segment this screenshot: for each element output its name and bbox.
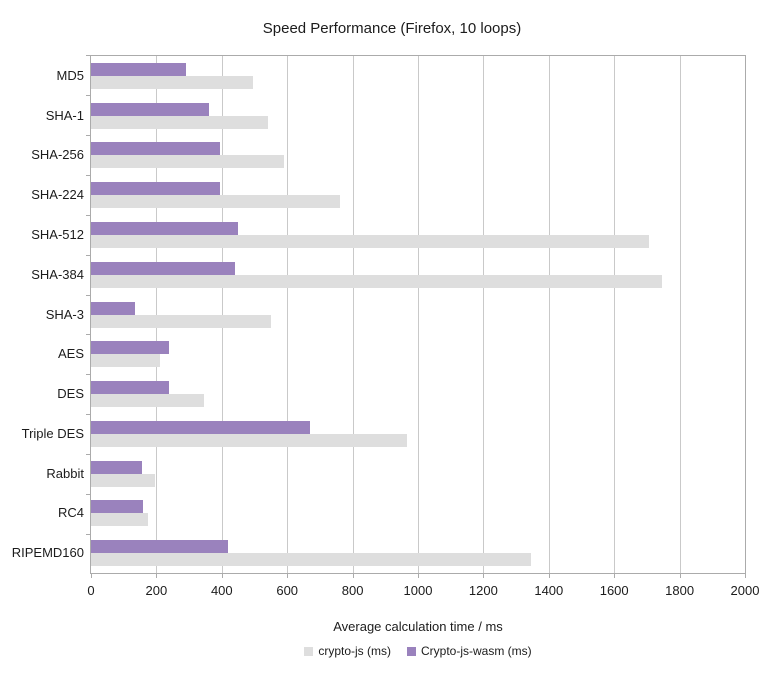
bar-sha-512-crypto-js-wasm-ms — [91, 221, 239, 235]
y-axis-tick — [86, 494, 90, 496]
x-axis-tick-1600 — [614, 574, 616, 578]
y-axis-tick — [86, 134, 90, 136]
gridline-x-1400 — [548, 56, 550, 573]
category-label-sha-1: SHA-1 — [45, 107, 84, 123]
category-label-md5: MD5 — [56, 67, 84, 83]
y-axis-tick — [86, 534, 90, 536]
bar-sha-3-crypto-js-wasm-ms — [91, 301, 136, 315]
bar-rc4-crypto-js-wasm-ms — [91, 500, 144, 514]
bar-ripemd160-crypto-js-wasm-ms — [91, 540, 229, 554]
x-axis-tick-1000 — [418, 574, 419, 578]
bar-md5-crypto-js-wasm-ms — [91, 62, 186, 76]
bar-aes-crypto-js-wasm-ms — [91, 341, 170, 355]
x-axis-tick-1200 — [483, 574, 485, 578]
category-label-sha-256: SHA-256 — [31, 147, 84, 163]
x-axis-title: Average calculation time / ms — [333, 619, 503, 634]
y-axis-tick — [86, 334, 90, 336]
y-axis-tick — [86, 55, 90, 56]
bar-sha-256-crypto-js-ms — [91, 155, 284, 169]
x-tick-label-0: 0 — [87, 583, 95, 598]
x-tick-label-2000: 2000 — [730, 583, 760, 598]
legend-marker-crypto-js-ms — [304, 646, 314, 656]
x-axis-tick-1800 — [679, 574, 681, 578]
category-label-sha-384: SHA-384 — [31, 266, 84, 282]
y-axis-tick — [86, 374, 90, 376]
legend-item-crypto-js-ms: crypto-js (ms) — [304, 644, 391, 658]
category-label-sha-3: SHA-3 — [45, 306, 84, 322]
x-axis-tick-200 — [156, 574, 158, 578]
category-label-triple-des: Triple DES — [21, 425, 84, 441]
gridline-x-1200 — [483, 56, 485, 573]
bar-sha-1-crypto-js-ms — [91, 115, 268, 129]
bar-rc4-crypto-js-ms — [91, 513, 149, 527]
x-tick-label-1600: 1600 — [599, 583, 629, 598]
y-axis-tick — [86, 174, 90, 176]
bar-sha-256-crypto-js-wasm-ms — [91, 142, 221, 156]
x-axis-tick-1400 — [548, 574, 550, 578]
gridline-x-1000 — [418, 56, 419, 573]
bar-sha-512-crypto-js-ms — [91, 234, 649, 248]
legend: crypto-js (ms) Crypto-js-wasm (ms) — [90, 644, 746, 658]
x-axis-tick-600 — [287, 574, 289, 578]
gridline-x-600 — [287, 56, 289, 573]
x-tick-label-800: 800 — [341, 583, 364, 598]
bar-rabbit-crypto-js-ms — [91, 473, 155, 487]
x-axis-tick-800 — [352, 574, 354, 578]
bar-ripemd160-crypto-js-ms — [91, 553, 531, 567]
x-tick-label-600: 600 — [276, 583, 299, 598]
legend-item-crypto-js-wasm-ms: Crypto-js-wasm (ms) — [407, 644, 532, 658]
y-axis-tick — [86, 414, 90, 416]
y-axis-tick — [86, 294, 90, 296]
legend-label-crypto-js-ms: crypto-js (ms) — [318, 644, 391, 658]
bar-des-crypto-js-ms — [91, 394, 204, 408]
x-axis-tick-0 — [91, 574, 92, 578]
x-tick-label-200: 200 — [145, 583, 168, 598]
bar-des-crypto-js-wasm-ms — [91, 381, 170, 395]
plot-area — [90, 55, 746, 574]
category-label-rabbit: Rabbit — [46, 465, 84, 481]
category-label-sha-224: SHA-224 — [31, 187, 84, 203]
bar-sha-384-crypto-js-ms — [91, 274, 662, 288]
legend-marker-crypto-js-wasm-ms — [407, 646, 416, 656]
y-axis-tick — [86, 454, 90, 456]
gridline-x-1600 — [614, 56, 616, 573]
y-axis-tick — [86, 254, 90, 256]
category-label-des: DES — [57, 386, 84, 402]
legend-label-crypto-js-wasm-ms: Crypto-js-wasm (ms) — [421, 644, 532, 658]
x-axis-tick-2000 — [745, 574, 746, 578]
bar-sha-384-crypto-js-wasm-ms — [91, 261, 235, 275]
x-tick-label-400: 400 — [210, 583, 233, 598]
y-axis-tick — [86, 94, 90, 96]
bar-triple-des-crypto-js-wasm-ms — [91, 420, 311, 434]
x-tick-label-1800: 1800 — [665, 583, 695, 598]
x-axis-tick-400 — [221, 574, 223, 578]
bar-aes-crypto-js-ms — [91, 354, 160, 368]
category-label-ripemd160: RIPEMD160 — [11, 545, 84, 561]
gridline-x-1800 — [679, 56, 681, 573]
category-label-aes: AES — [57, 346, 84, 362]
bar-sha-224-crypto-js-ms — [91, 195, 340, 209]
x-tick-label-1400: 1400 — [534, 583, 564, 598]
category-label-rc4: RC4 — [57, 505, 84, 521]
bar-rabbit-crypto-js-wasm-ms — [91, 460, 142, 474]
bar-sha-224-crypto-js-wasm-ms — [91, 182, 221, 196]
x-tick-label-1000: 1000 — [403, 583, 433, 598]
bar-sha-1-crypto-js-wasm-ms — [91, 102, 209, 116]
bar-sha-3-crypto-js-ms — [91, 314, 271, 328]
x-tick-label-1200: 1200 — [468, 583, 498, 598]
bar-md5-crypto-js-ms — [91, 75, 253, 89]
bar-triple-des-crypto-js-ms — [91, 433, 407, 447]
category-label-sha-512: SHA-512 — [31, 226, 84, 242]
gridline-x-800 — [352, 56, 354, 573]
chart-title: Speed Performance (Firefox, 10 loops) — [262, 20, 522, 37]
y-axis-tick — [86, 214, 90, 216]
